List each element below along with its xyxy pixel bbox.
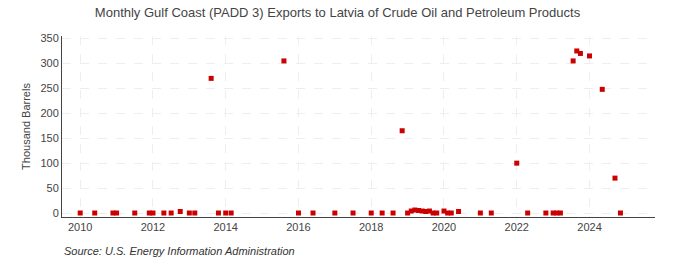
svg-text:350: 350 — [40, 32, 58, 44]
svg-text:50: 50 — [47, 182, 59, 194]
svg-text:2016: 2016 — [286, 221, 310, 233]
svg-text:2020: 2020 — [432, 221, 456, 233]
svg-text:250: 250 — [40, 82, 58, 94]
svg-text:2024: 2024 — [577, 221, 601, 233]
svg-text:100: 100 — [40, 157, 58, 169]
svg-text:300: 300 — [40, 57, 58, 69]
svg-text:2022: 2022 — [505, 221, 529, 233]
svg-text:2010: 2010 — [68, 221, 92, 233]
svg-text:150: 150 — [40, 132, 58, 144]
svg-text:Source: U.S. Energy Informatio: Source: U.S. Energy Information Administ… — [64, 245, 295, 257]
svg-text:200: 200 — [40, 107, 58, 119]
svg-text:0: 0 — [53, 207, 59, 219]
svg-text:Monthly Gulf Coast (PADD 3) Ex: Monthly Gulf Coast (PADD 3) Exports to L… — [95, 5, 581, 20]
svg-text:Thousand Barrels: Thousand Barrels — [20, 83, 32, 170]
svg-text:2012: 2012 — [141, 221, 165, 233]
svg-text:2014: 2014 — [213, 221, 237, 233]
svg-text:2018: 2018 — [359, 221, 383, 233]
